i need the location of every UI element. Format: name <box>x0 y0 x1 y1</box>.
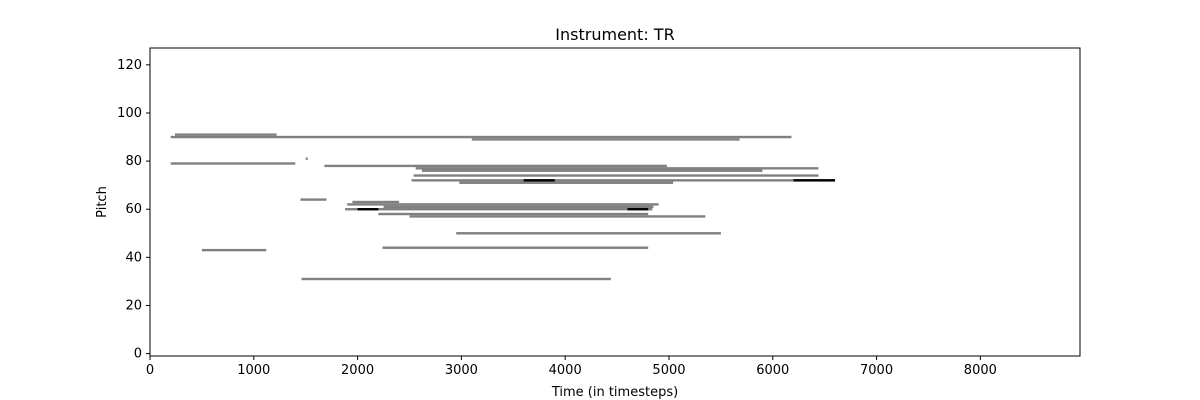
note-bar <box>627 208 649 211</box>
x-tick-label: 7000 <box>860 363 893 378</box>
note-bar <box>300 198 327 201</box>
x-axis: 0 1000 2000 3000 4000 5000 6000 7000 8000 <box>146 356 997 378</box>
y-tick-label: 0 <box>134 347 142 362</box>
y-tick-label: 120 <box>117 58 142 73</box>
y-tick-label: 60 <box>125 202 142 217</box>
note-bar <box>459 181 674 184</box>
note-bar <box>378 212 649 216</box>
note-bar <box>357 208 379 211</box>
note-bar <box>421 169 763 172</box>
y-axis: 0 20 40 60 80 100 120 <box>117 58 150 362</box>
note-bar <box>413 174 819 177</box>
x-tick-label: 3000 <box>445 363 478 378</box>
x-tick-label: 6000 <box>756 363 789 378</box>
y-tick-label: 100 <box>117 106 142 121</box>
x-tick-label: 0 <box>146 363 154 378</box>
note-bar <box>382 246 649 249</box>
note-bar <box>345 208 653 211</box>
note-bar <box>415 167 819 170</box>
note-bar <box>301 277 611 281</box>
y-tick-label: 80 <box>125 154 142 169</box>
x-tick-label: 4000 <box>549 363 582 378</box>
x-axis-label: Time (in timesteps) <box>551 385 678 400</box>
x-tick-label: 1000 <box>237 363 270 378</box>
note-bar <box>471 138 740 141</box>
x-tick-label: 2000 <box>341 363 374 378</box>
note-bar <box>456 232 721 235</box>
y-tick-label: 20 <box>125 298 142 313</box>
note-bar <box>174 133 277 136</box>
y-tick-label: 40 <box>125 250 142 265</box>
note-bar <box>170 135 792 139</box>
note-bar <box>793 179 836 182</box>
note-bar <box>523 179 555 182</box>
note-bar <box>170 162 296 165</box>
note-bar <box>324 164 667 168</box>
chart-title: Instrument: TR <box>555 25 674 44</box>
note-bar <box>352 200 400 204</box>
note-bar <box>201 248 267 252</box>
x-tick-label: 5000 <box>652 363 685 378</box>
note-bar <box>383 205 654 209</box>
note-bar <box>409 215 706 218</box>
note-bar <box>411 179 836 182</box>
axes-frame <box>149 47 1081 357</box>
x-tick-label: 8000 <box>964 363 997 378</box>
plot-area <box>170 133 836 281</box>
note-bar <box>347 203 659 206</box>
note-bar <box>305 157 308 160</box>
y-axis-label: Pitch <box>95 186 110 218</box>
